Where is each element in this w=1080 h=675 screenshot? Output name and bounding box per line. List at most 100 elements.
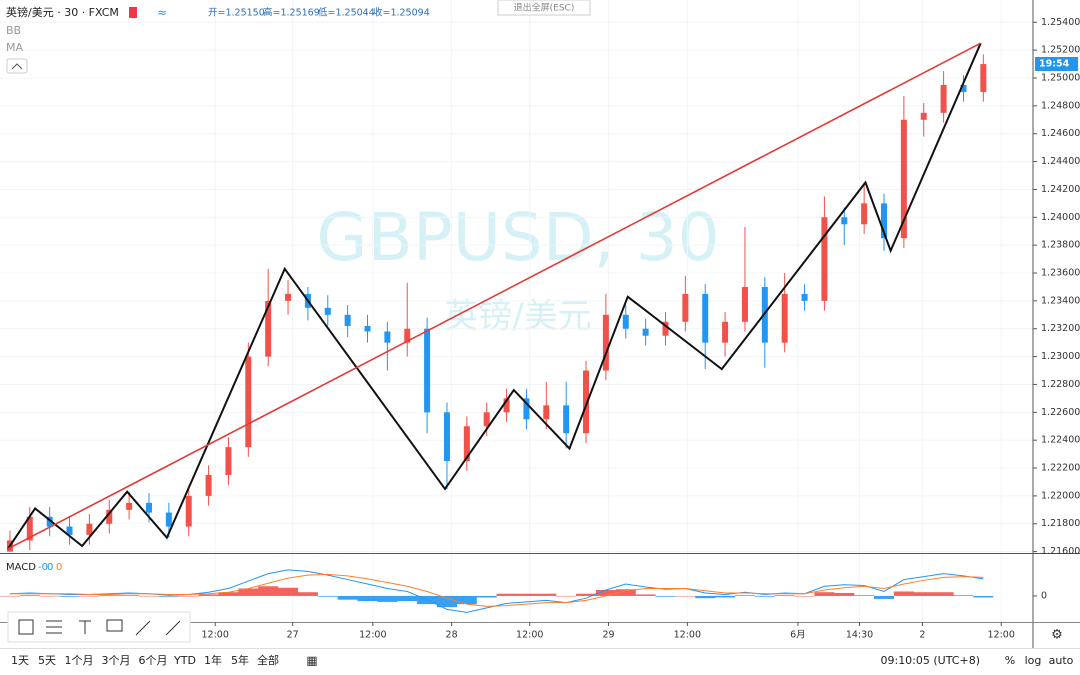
x-tick-label: 12:00 [516,630,543,641]
macd-histogram-bar [854,595,875,596]
macd-histogram-bar [278,587,299,596]
exit-button[interactable] [497,0,591,16]
macd-histogram-bar [536,593,557,596]
macd-legend-value: 0 [56,562,62,573]
candle-body [126,502,133,510]
macd-histogram-bar [297,592,318,596]
candle-body [881,203,888,239]
macd-label: MACD [6,562,36,573]
drawing-toolbar-frame [7,611,191,643]
watermark-symbol: GBPUSD, 30 [316,199,719,276]
macd-histogram-bar [933,592,954,596]
range-button[interactable]: 5年 [231,653,249,667]
y-tick-label: 1.21600 [1041,546,1080,557]
y-tick-label: 1.22000 [1041,490,1080,501]
x-tick-label: 28 [446,630,458,641]
y-tick-label: 1.22600 [1041,407,1080,418]
candle-body [622,314,629,329]
tool-rect[interactable] [18,619,34,635]
candle-body [602,314,609,371]
tool-ray[interactable] [135,620,151,636]
tool-lines[interactable] [46,620,62,634]
range-button[interactable]: 6个月 [139,654,168,667]
y-tick-label: 1.24200 [1041,184,1080,195]
y-tick-label: 1.23600 [1041,268,1080,279]
watermark: GBPUSD, 30 英镑/美元 [316,199,719,336]
exit-fullscreen[interactable]: 退出全屏(ESC) [514,2,575,14]
range-button[interactable]: 1个月 [65,654,94,667]
ohlc-value: 收=1.25094 [373,7,430,19]
candle-body [841,217,848,225]
ohlc-value: 开=1.25150 [208,8,265,19]
x-tick-label: 27 [287,630,299,641]
candle-body [463,426,470,462]
candle-body [900,119,907,239]
candle-body [384,331,391,343]
macd-histogram-bar [953,595,974,596]
macd-histogram-bar [317,595,338,597]
candle-body [424,328,431,413]
y-tick-label: 1.24600 [1041,128,1080,139]
x-tick-label: 2 [919,630,925,641]
x-tick-label: 12:00 [988,630,1015,641]
zigzag-line [7,42,982,550]
candle-body [563,405,570,434]
range-button[interactable]: 5天 [38,654,56,667]
macd-histogram-bar [635,594,656,596]
y-tick-label: 1.23400 [1041,295,1080,306]
candle-body [265,300,272,357]
macd-histogram-bar [496,593,517,596]
plot [6,42,987,552]
macd-histogram-bar [675,595,696,597]
macd-histogram-bar [715,595,736,598]
range-button[interactable]: 1年 [204,653,222,667]
macd-histogram-bar [59,595,80,597]
collapse-icon [11,63,23,70]
range-button[interactable]: YTD [173,654,196,667]
macd-legend-value: 0 [47,562,53,573]
candle-body [642,328,649,336]
scale-option[interactable]: % [1005,654,1015,667]
scale-option[interactable]: log [1025,654,1042,667]
candle-body [443,412,450,462]
ohlc-value: 低=1.25044 [318,7,375,19]
range-button[interactable]: 全部 [257,653,279,667]
macd-histogram-bar [99,595,120,596]
date-range-icon[interactable]: ▦ [306,654,317,668]
macd-histogram-bar [456,595,477,605]
ohlc-value: 高=1.25169 [263,7,320,19]
watermark-name: 英镑/美元 [444,297,591,337]
flag-icon[interactable] [129,7,137,18]
y-tick-label: 1.23000 [1041,351,1080,362]
scale-option[interactable]: auto [1049,654,1074,667]
macd-histogram-bar [814,592,835,596]
macd-histogram-bar [19,595,40,596]
candle-body [523,398,530,420]
candle-body [225,447,232,475]
range-button[interactable]: 3个月 [102,654,131,667]
candle-body [344,314,351,326]
tool-text[interactable] [79,620,91,634]
tool-callout[interactable] [106,619,123,632]
symbol[interactable]: 英镑/美元 · 30 · FXCM [6,5,119,19]
candle-body [106,509,113,524]
candle-body [185,495,192,527]
range-button[interactable]: 1天 [11,654,29,667]
indicator-bb[interactable]: BB [6,24,21,37]
candle-body [801,293,808,301]
tool-line[interactable] [165,620,181,636]
macd-histogram-bar [516,593,537,596]
macd-histogram-bar [377,595,398,602]
macd-histogram-bar [158,595,179,597]
macd-histogram-bar [357,595,378,602]
collapse-button[interactable] [6,58,28,74]
candle-body [205,474,212,496]
compare-icon[interactable]: ≈ [157,6,167,20]
signal-line [9,573,984,607]
x-tick-label: 12:00 [202,630,229,641]
settings-icon[interactable]: ⚙ [1051,628,1063,643]
indicator-ma[interactable]: MA [6,41,23,54]
y-tick-label: 1.24400 [1041,156,1080,167]
macd-histogram-bar [973,595,994,598]
macd-histogram-bar [576,593,597,596]
